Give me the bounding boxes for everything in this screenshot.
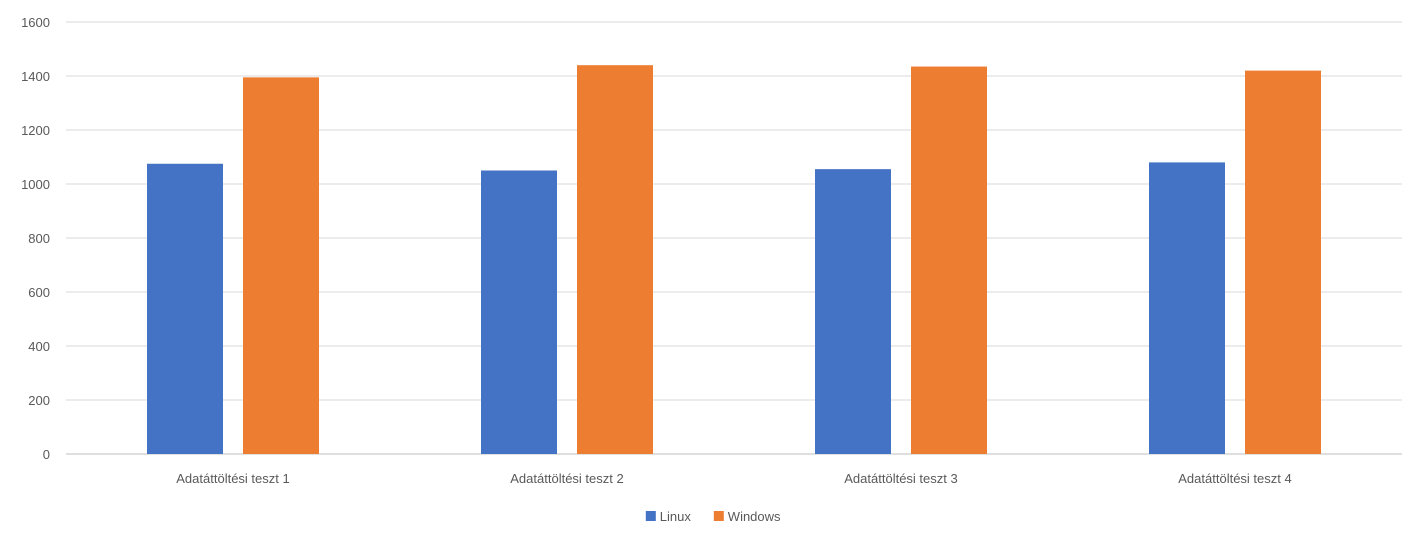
y-tick-label: 1600 <box>21 15 50 30</box>
legend-swatch-windows <box>713 511 724 521</box>
y-tick-label: 400 <box>28 339 50 354</box>
x-category-label: Adatáttöltési teszt 2 <box>510 471 623 486</box>
bar-linux-3 <box>815 169 891 454</box>
y-tick-label: 800 <box>28 231 50 246</box>
legend-label-linux: Linux <box>660 509 692 524</box>
legend-swatch-linux <box>645 511 656 521</box>
bar-windows-3 <box>911 66 987 455</box>
x-category-label: Adatáttöltési teszt 3 <box>844 471 957 486</box>
bars <box>147 65 1321 455</box>
y-tick-label: 1400 <box>21 69 50 84</box>
y-axis-ticks: 0 200 400 600 800 1000 1200 1400 1600 <box>21 15 50 462</box>
y-tick-label: 600 <box>28 285 50 300</box>
y-tick-label: 1200 <box>21 123 50 138</box>
bar-windows-2 <box>577 65 653 454</box>
x-category-label: Adatáttöltési teszt 4 <box>1178 471 1291 486</box>
y-tick-label: 0 <box>43 447 50 462</box>
legend-label-windows: Windows <box>728 509 781 524</box>
bar-linux-4 <box>1149 162 1225 454</box>
y-tick-label: 1000 <box>21 177 50 192</box>
x-category-label: Adatáttöltési teszt 1 <box>176 471 289 486</box>
legend: Linux Windows <box>645 509 781 524</box>
bar-windows-4 <box>1245 70 1321 454</box>
bar-linux-2 <box>481 170 557 454</box>
x-axis-labels: Adatáttöltési teszt 1 Adatáttöltési teszt… <box>176 471 1291 486</box>
y-tick-label: 200 <box>28 393 50 408</box>
bar-windows-1 <box>243 77 319 454</box>
bar-linux-1 <box>147 163 223 454</box>
